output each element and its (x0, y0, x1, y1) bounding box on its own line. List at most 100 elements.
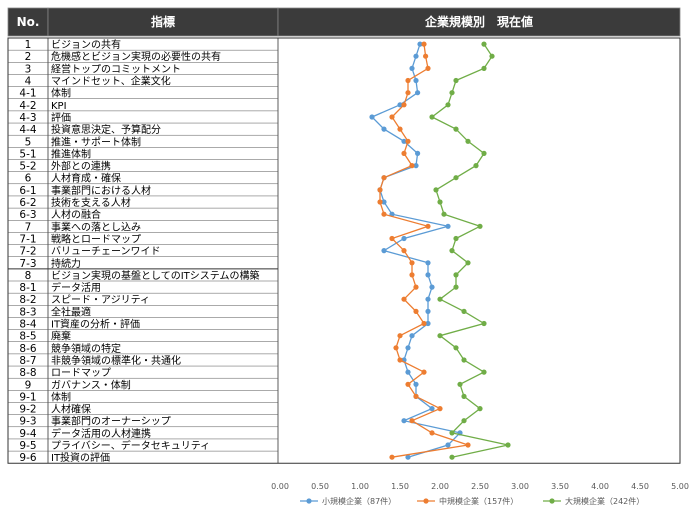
data-point (437, 333, 443, 339)
data-point (453, 235, 459, 242)
data-point (377, 187, 383, 193)
header-no-label: No. (17, 15, 40, 29)
data-point (453, 175, 459, 181)
row-number: 9-6 (19, 452, 36, 464)
data-point (453, 284, 459, 290)
row-label: 戦略とロードマップ (51, 232, 141, 245)
legend-entry: 大規模企業（242件） (565, 496, 644, 506)
data-point (381, 126, 387, 132)
table-header: No. 指標 企業規模別 現在値 (7, 7, 681, 37)
row-number: 8 (25, 270, 32, 282)
data-point (461, 393, 467, 399)
x-axis: 0.00 0.50 1.00 1.50 2.00 2.50 3.00 3.50 4.00 4.50… (271, 482, 689, 491)
row-number: 8-4 (19, 319, 36, 331)
data-point (413, 53, 419, 59)
data-point (465, 260, 471, 266)
x-tick-label: 4.00 (591, 482, 609, 491)
data-point (397, 102, 403, 108)
data-point (415, 150, 421, 156)
data-point (445, 442, 451, 448)
data-point (401, 138, 407, 144)
row-number: 5 (25, 136, 32, 148)
data-point (481, 41, 487, 47)
data-point (473, 163, 479, 169)
data-point (429, 406, 435, 412)
row-label: ガバナンス・体制 (51, 378, 131, 391)
data-point (413, 393, 419, 399)
row-number: 6-3 (19, 209, 36, 221)
data-point (401, 248, 407, 254)
data-point (389, 454, 395, 460)
row-number: 7-3 (19, 258, 36, 270)
row-number: 7 (25, 221, 32, 233)
data-point (449, 430, 455, 436)
data-point (405, 77, 411, 84)
row-number: 7-1 (19, 233, 36, 245)
data-point (413, 284, 419, 290)
data-point (381, 211, 387, 217)
row-number: 2 (25, 51, 32, 63)
row-label: 評価 (51, 111, 71, 124)
row-number: 9-3 (19, 416, 36, 428)
x-tick-label: 3.50 (551, 482, 569, 491)
legend-entry: 中規模企業（157件） (439, 496, 518, 506)
data-point (453, 77, 459, 84)
row-label: マインドセット、企業文化 (51, 75, 171, 88)
row-number: 9-2 (19, 404, 36, 416)
row-label: KPI (51, 101, 67, 112)
legend: 小規模企業（87件） 中規模企業（157件） 大規模企業（242件） (300, 496, 644, 506)
row-number: 3 (25, 63, 32, 75)
data-point (397, 357, 403, 363)
row-number: 6 (25, 173, 32, 185)
row-label: 事業部門のオーナーシップ (51, 415, 171, 428)
row-label: 体制 (51, 87, 71, 100)
x-tick-label: 5.00 (671, 482, 689, 491)
row-label: 競争領域の特定 (51, 342, 121, 355)
row-number: 8-2 (19, 294, 36, 306)
row-number: 8-1 (19, 282, 36, 294)
row-label: 人材育成・確保 (51, 172, 121, 185)
data-point (409, 163, 415, 169)
data-point (401, 150, 407, 156)
data-point (405, 138, 411, 144)
row-number: 4-1 (19, 88, 36, 100)
data-point (489, 53, 495, 59)
row-label: IT投資の評価 (51, 451, 110, 464)
x-tick-label: 2.00 (431, 482, 449, 491)
data-point (453, 272, 459, 278)
data-point (437, 406, 443, 412)
data-point (397, 126, 403, 132)
row-number: 8-6 (19, 343, 36, 355)
data-point (389, 114, 395, 120)
row-label: 廃棄 (51, 330, 71, 343)
data-point (389, 235, 395, 242)
row-label: 持続力 (51, 257, 81, 270)
data-point (461, 308, 467, 314)
data-point (441, 211, 447, 217)
row-number: 5-2 (19, 161, 36, 173)
data-point (381, 248, 387, 254)
data-point (425, 223, 431, 229)
data-point (425, 320, 431, 327)
row-number: 6-1 (19, 185, 36, 197)
row-label: 非競争領域の標準化・共通化 (51, 354, 181, 367)
data-point (421, 320, 427, 327)
data-point (409, 272, 415, 278)
x-tick-label: 4.50 (631, 482, 649, 491)
x-tick-label: 0.00 (271, 482, 289, 491)
data-point (377, 199, 383, 205)
data-point (393, 345, 399, 351)
data-point (423, 53, 429, 59)
data-point (437, 199, 443, 205)
header-indicator-label: 指標 (151, 14, 175, 29)
row-number: 4 (25, 76, 32, 88)
data-point (449, 454, 455, 460)
x-tick-label: 2.50 (471, 482, 489, 491)
row-number: 1 (25, 39, 32, 51)
data-point (381, 199, 387, 205)
data-point (457, 381, 463, 387)
row-label: ロードマップ (51, 367, 111, 379)
row-label: データ活用 (51, 281, 101, 294)
row-label: ビジョン実現の基盤としてのITシステムの構築 (51, 269, 259, 282)
legend-marker (306, 498, 312, 504)
